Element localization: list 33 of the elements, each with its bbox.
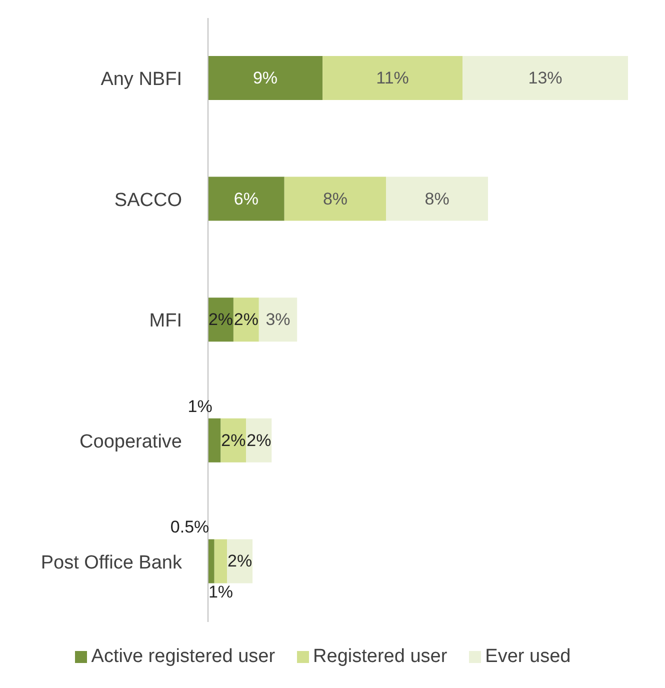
legend-label: Active registered user	[91, 646, 276, 668]
data-label: 2%	[246, 430, 272, 450]
bar	[214, 539, 228, 584]
data-label: 3%	[266, 310, 290, 330]
data-label: 13%	[528, 68, 562, 88]
data-label: 11%	[376, 68, 409, 88]
data-label: 9%	[252, 68, 278, 88]
data-label: 0.5%	[170, 518, 210, 537]
bar	[208, 56, 323, 100]
bar	[386, 176, 488, 221]
y-tick-label: SACCO	[114, 190, 182, 211]
y-tick-label: Any NBFI	[100, 69, 182, 90]
data-label: 2%	[208, 310, 234, 330]
y-tick-label: Cooperative	[80, 432, 182, 453]
bar	[208, 176, 284, 221]
bar	[208, 539, 214, 584]
data-label: 2%	[234, 310, 258, 330]
bar	[284, 176, 386, 221]
data-label: 6%	[234, 189, 258, 208]
data-label: 1%	[208, 582, 234, 602]
bar	[208, 418, 221, 462]
legend-label: Ever used	[485, 646, 571, 668]
y-tick-label: Post Office Bank	[40, 552, 182, 574]
data-label: 1%	[188, 396, 212, 416]
data-label: 8%	[322, 189, 348, 208]
data-label: 2%	[221, 430, 246, 450]
data-label: 8%	[424, 189, 450, 208]
bar	[322, 56, 463, 100]
data-label: 2%	[228, 552, 252, 571]
legend-label: Registered user	[313, 646, 448, 668]
bar	[258, 298, 298, 342]
bar	[462, 56, 628, 100]
y-tick-label: MFI	[149, 310, 182, 332]
